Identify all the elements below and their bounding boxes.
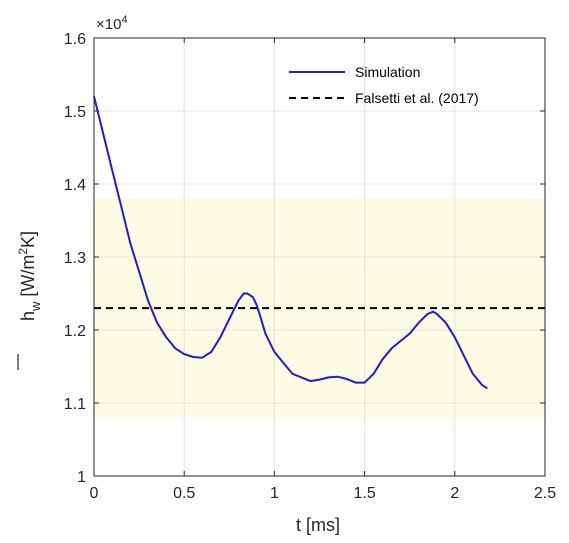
x-tick-label: 0	[90, 485, 99, 502]
y-tick-label: 1.4	[64, 177, 86, 194]
x-tick-label: 2.5	[534, 485, 556, 502]
y-axis-label-base: h	[18, 311, 38, 321]
ticks	[93, 37, 546, 477]
legend: Simulation Falsetti et al. (2017)	[289, 64, 479, 106]
y-axis-label-subscript: w	[28, 301, 43, 312]
y-tick-label: 1.1	[64, 396, 86, 413]
y-tick-label: 1.6	[64, 31, 86, 48]
x-axis-label: t [ms]	[296, 515, 340, 535]
y-axis-label-unit-close: K]	[18, 231, 38, 248]
x-tick-label: 1.5	[353, 485, 375, 502]
y-axis-label: hw [W/m2K]	[16, 231, 43, 370]
x-tick-label: 0.5	[173, 485, 195, 502]
y-tick-label: 1.5	[64, 104, 86, 121]
y-exponent-power: 4	[121, 14, 127, 26]
y-exponent-label: ×104	[96, 14, 128, 33]
reference-band	[94, 198, 545, 418]
x-tick-label: 2	[450, 485, 459, 502]
y-tick-label: 1	[77, 469, 86, 486]
y-tick-label: 1.3	[64, 250, 86, 267]
y-tick-label: 1.2	[64, 323, 86, 340]
series-line-simulation	[93, 96, 488, 390]
x-tick-label: 1	[270, 485, 279, 502]
legend-label-simulation: Simulation	[355, 64, 420, 80]
legend-label-falsetti: Falsetti et al. (2017)	[355, 90, 479, 106]
y-axis-label-text: hw [W/m2K]	[16, 231, 43, 321]
tick-labels: 0 0.5 1 1.5 2 2.5 1 1.1 1.2 1.3 1.4 1.5 1.6	[64, 31, 556, 502]
grid	[93, 37, 546, 477]
series-layer	[93, 96, 545, 390]
y-exponent-prefix: ×10	[96, 16, 121, 33]
y-axis-label-unit-sup: 2	[16, 248, 30, 255]
y-axis-label-unit-open: [W/m	[18, 255, 38, 302]
